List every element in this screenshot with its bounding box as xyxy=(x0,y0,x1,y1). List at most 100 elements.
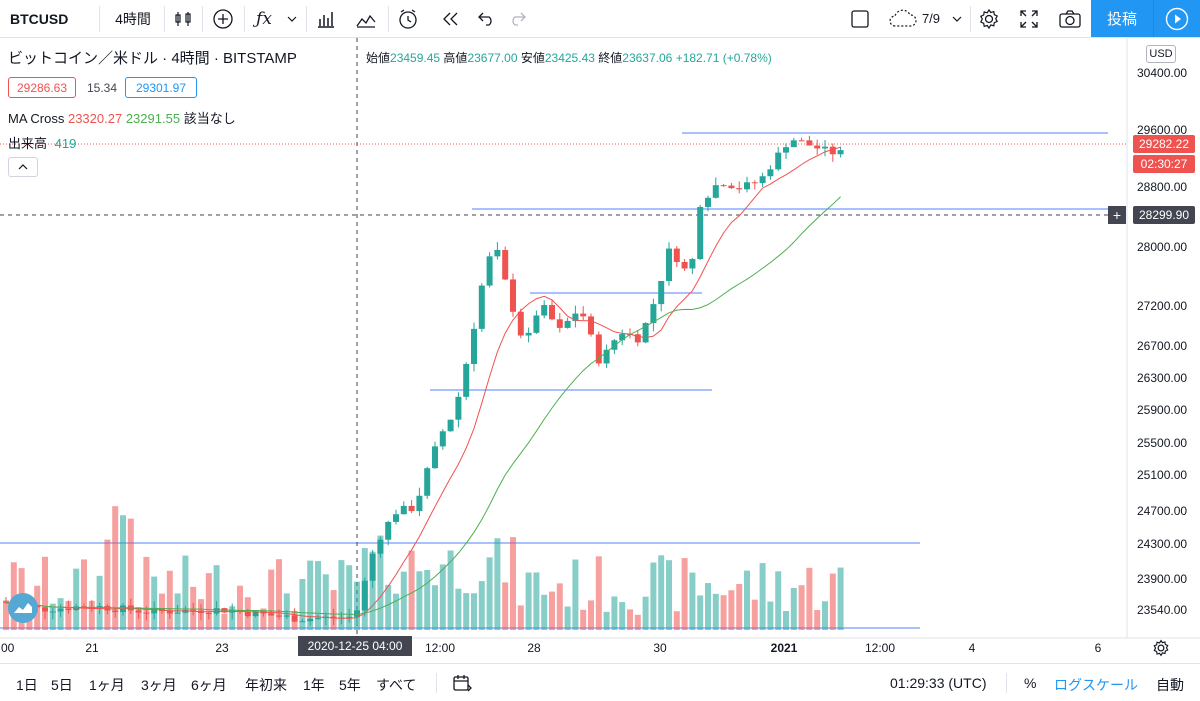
volume-bar xyxy=(580,609,587,630)
volume-bar xyxy=(151,576,158,630)
alert-clock-icon[interactable] xyxy=(393,0,423,37)
replay-icon[interactable] xyxy=(436,0,464,37)
price-chart[interactable] xyxy=(0,38,1200,663)
candle-body xyxy=(814,145,821,149)
chart-area[interactable] xyxy=(0,38,1200,663)
volume-bar xyxy=(112,506,119,630)
range-5d[interactable]: 5日 xyxy=(51,677,73,693)
publish-button[interactable]: 投稿 xyxy=(1091,0,1153,37)
volume-bar xyxy=(315,561,321,630)
range-1m[interactable]: 1ヶ月 xyxy=(89,677,125,693)
volume-bar xyxy=(213,565,220,630)
volume-bar xyxy=(541,594,548,630)
ma-cross-legend[interactable]: MA Cross 23320.27 23291.55 該当なし xyxy=(8,111,236,126)
volume-bar xyxy=(174,593,181,630)
cloud-save-icon[interactable] xyxy=(886,0,920,37)
chevron-down-icon[interactable] xyxy=(948,0,966,37)
volume-bar xyxy=(790,587,797,630)
range-5y[interactable]: 5年 xyxy=(339,677,361,693)
camera-icon[interactable] xyxy=(1055,0,1085,37)
undo-icon[interactable] xyxy=(474,0,500,37)
last-price-tag: 29282.22 xyxy=(1133,135,1195,153)
volume-bar xyxy=(299,578,306,630)
volume-bar xyxy=(829,573,836,630)
volume-bar xyxy=(627,609,633,630)
volume-bar xyxy=(244,597,251,630)
volume-bar xyxy=(432,585,438,630)
chevron-down-icon[interactable] xyxy=(282,0,302,37)
volume-bar xyxy=(720,595,727,630)
range-3m[interactable]: 3ヶ月 xyxy=(141,677,177,693)
volume-legend[interactable]: 出来高 419 xyxy=(8,136,77,151)
price-tick-label: 24300.00 xyxy=(1137,537,1188,551)
volume-bar xyxy=(346,565,353,630)
utc-clock[interactable]: 01:29:33 (UTC) xyxy=(890,675,987,691)
range-ytd[interactable]: 年初来 xyxy=(245,677,287,693)
candle-body xyxy=(650,304,657,324)
volume-bar xyxy=(549,591,555,630)
log-scale-toggle[interactable]: ログスケール xyxy=(1054,677,1138,693)
range-all[interactable]: すべて xyxy=(376,677,417,693)
price-tick-label: 28800.00 xyxy=(1137,180,1188,194)
symbol-search[interactable]: BTCUSD xyxy=(10,10,69,27)
range-1y[interactable]: 1年 xyxy=(303,677,325,693)
buy-price-button[interactable]: 29301.97 xyxy=(125,77,197,98)
play-icon[interactable] xyxy=(1153,0,1200,37)
candle-body xyxy=(759,176,766,184)
volume-bar xyxy=(455,588,462,630)
volume-bar xyxy=(416,571,423,630)
volume-bar xyxy=(697,595,704,630)
time-tick-label: 4 xyxy=(968,641,976,655)
candle-body xyxy=(525,332,532,336)
candle-body xyxy=(510,279,516,312)
volume-bar xyxy=(658,555,665,630)
candle-body xyxy=(400,505,407,515)
candle-body xyxy=(697,206,704,260)
candle-body xyxy=(673,248,680,262)
volume-bar xyxy=(73,568,80,630)
candle-body xyxy=(634,334,641,343)
volume-bar xyxy=(369,551,376,630)
templates-icon[interactable] xyxy=(352,0,380,37)
price-tick-label: 25100.00 xyxy=(1137,468,1188,482)
time-tick-label: 23 xyxy=(215,641,229,655)
collapse-legend-button[interactable] xyxy=(8,157,38,177)
volume-bar xyxy=(634,614,641,630)
tradingview-logo-icon[interactable] xyxy=(8,593,38,623)
gear-icon[interactable] xyxy=(975,0,1003,37)
candle-body xyxy=(744,182,750,190)
range-6m[interactable]: 6ヶ月 xyxy=(191,677,227,693)
crosshair-time-tag: 2020-12-25 04:00 xyxy=(298,636,412,656)
currency-label[interactable]: USD xyxy=(1146,45,1176,63)
candle-body xyxy=(494,249,501,257)
candle-body xyxy=(790,140,797,148)
volume-bar xyxy=(822,601,828,630)
range-1d[interactable]: 1日 xyxy=(16,677,38,693)
sell-price-button[interactable]: 29286.63 xyxy=(8,77,76,98)
candle-body xyxy=(424,468,431,496)
financials-icon[interactable] xyxy=(312,0,340,37)
candle-body xyxy=(549,305,555,320)
volume-bar xyxy=(689,572,696,630)
percent-scale-toggle[interactable]: % xyxy=(1024,675,1037,691)
interval-selector[interactable]: 4時間 xyxy=(115,10,151,27)
volume-bar xyxy=(619,602,626,630)
volume-bar xyxy=(463,593,470,630)
volume-bar xyxy=(814,609,821,630)
time-tick-label: 30 xyxy=(653,641,667,655)
date-range-calendar-icon[interactable] xyxy=(452,674,472,697)
price-tick-label: 29600.00 xyxy=(1137,123,1188,137)
gear-icon[interactable] xyxy=(1152,639,1170,662)
candle-type-icon[interactable] xyxy=(168,0,198,37)
auto-scale-toggle[interactable]: 自動 xyxy=(1156,677,1184,693)
layout-square-icon[interactable] xyxy=(846,0,874,37)
volume-bar xyxy=(595,556,602,630)
volume-bar xyxy=(673,611,680,630)
redo-icon[interactable] xyxy=(504,0,530,37)
compare-add-icon[interactable] xyxy=(206,0,240,37)
layout-counter[interactable]: 7/9 xyxy=(921,11,941,26)
add-alert-plus-icon[interactable]: + xyxy=(1108,206,1126,224)
fullscreen-icon[interactable] xyxy=(1015,0,1043,37)
indicators-icon[interactable]: ƒx xyxy=(256,8,272,29)
volume-bar xyxy=(642,596,649,630)
